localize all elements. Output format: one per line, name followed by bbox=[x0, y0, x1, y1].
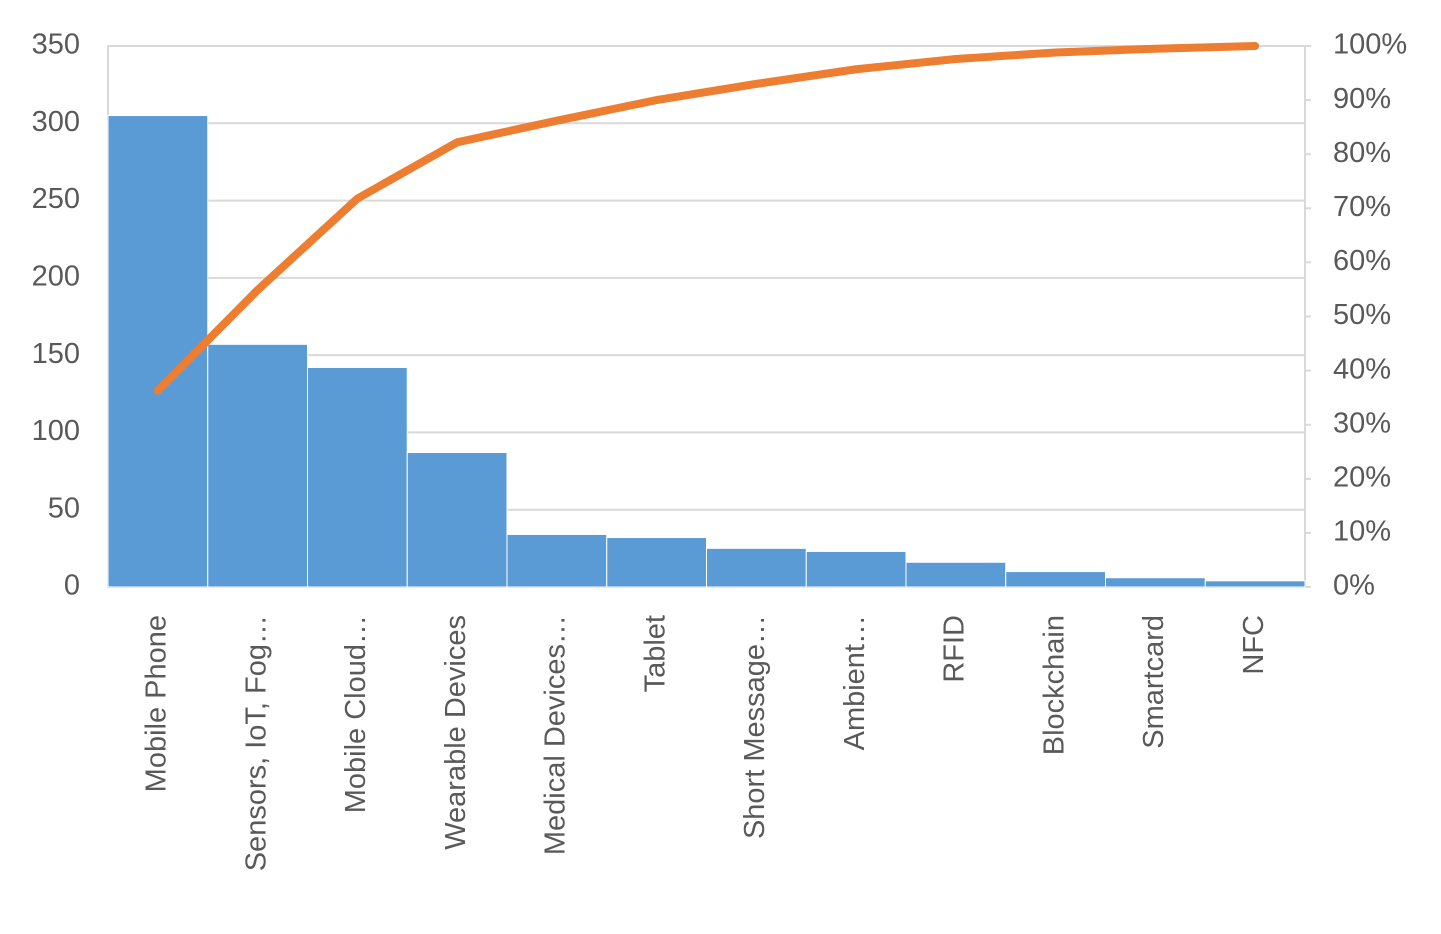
bar bbox=[506, 533, 608, 588]
y2-tick-label: 60% bbox=[1333, 245, 1391, 277]
bar bbox=[805, 550, 907, 588]
bar bbox=[706, 547, 807, 588]
y-tick-label: 150 bbox=[32, 338, 80, 370]
y2-tick-label: 70% bbox=[1333, 191, 1391, 223]
cumulative-line bbox=[153, 42, 1260, 395]
bar bbox=[107, 115, 209, 588]
bar bbox=[905, 561, 1007, 588]
y2-tick-label: 50% bbox=[1333, 299, 1391, 331]
y2-tick-label: 90% bbox=[1333, 83, 1391, 115]
y-tick-label: 300 bbox=[32, 106, 80, 138]
bar bbox=[606, 537, 707, 588]
x-tick-label: Blockchain bbox=[1038, 615, 1070, 755]
y-tick-label: 250 bbox=[32, 183, 80, 215]
x-tick-label: Smartcard bbox=[1138, 615, 1170, 749]
y-tick-label: 100 bbox=[32, 415, 80, 447]
x-tick-label: Mobile Cloud… bbox=[340, 615, 372, 813]
x-tick-label: Medical Devices… bbox=[540, 615, 572, 855]
bar bbox=[207, 343, 308, 588]
x-tick-label: RFID bbox=[939, 615, 971, 683]
y2-tick-label: 30% bbox=[1333, 407, 1391, 439]
y-tick-label: 0 bbox=[64, 570, 80, 602]
y2-tick-label: 40% bbox=[1333, 353, 1391, 385]
bar bbox=[406, 452, 508, 588]
bar bbox=[1204, 580, 1306, 588]
bar bbox=[1005, 571, 1106, 588]
y2-tick-label: 100% bbox=[1333, 29, 1407, 61]
x-tick-label: Ambient… bbox=[839, 615, 871, 750]
y-tick-label: 350 bbox=[32, 29, 80, 61]
y2-tick-label: 80% bbox=[1333, 137, 1391, 169]
x-tick-label: NFC bbox=[1238, 615, 1270, 675]
x-tick-label: Sensors, IoT, Fog… bbox=[240, 615, 272, 871]
y-tick-label: 50 bbox=[48, 492, 80, 524]
bar bbox=[1105, 577, 1206, 588]
x-tick-label: Mobile Phone bbox=[141, 615, 173, 792]
y2-tick-label: 10% bbox=[1333, 516, 1391, 548]
y-tick-label: 200 bbox=[32, 261, 80, 293]
x-tick-label: Wearable Devices bbox=[440, 615, 472, 850]
y2-tick-label: 0% bbox=[1333, 570, 1375, 602]
x-tick-label: Tablet bbox=[639, 615, 671, 692]
x-tick-label: Short Message… bbox=[739, 615, 771, 839]
bar bbox=[307, 367, 408, 588]
y2-tick-label: 20% bbox=[1333, 461, 1391, 493]
